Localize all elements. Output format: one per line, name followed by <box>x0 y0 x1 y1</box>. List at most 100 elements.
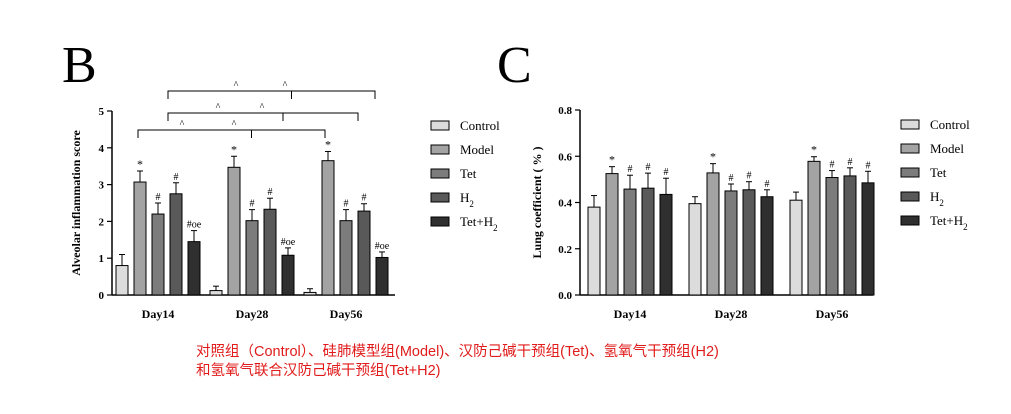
bar-model-day28 <box>706 172 720 296</box>
bar-tet-h2-day56 <box>861 182 875 296</box>
y-tick-label: 1 <box>99 253 105 265</box>
legend-swatch-model <box>900 143 920 154</box>
legend-swatch-model <box>430 144 450 155</box>
significance-mark: # <box>747 171 752 182</box>
legend-label-control: Control <box>460 118 500 133</box>
comparison-bracket <box>167 90 376 99</box>
comparison-bracket <box>137 129 326 138</box>
y-tick-label: 0.6 <box>558 151 572 163</box>
bracket-mark: ^ <box>283 80 288 91</box>
bar-tet-day28 <box>724 190 738 296</box>
legend-label-h2: H2 <box>460 190 474 209</box>
y-tick-label: 0.0 <box>558 290 572 302</box>
legend-swatch-h2 <box>430 192 450 203</box>
significance-mark: # <box>646 162 651 173</box>
bar-model-day56 <box>321 160 335 296</box>
legend-label-tet-h2: Tet+H2 <box>460 214 498 233</box>
significance-mark: * <box>231 142 237 156</box>
significance-mark: # <box>848 157 853 168</box>
bar-h2-day14 <box>641 187 655 296</box>
legend-swatch-tet-h2 <box>900 215 920 226</box>
bar-control-day14 <box>587 206 601 296</box>
significance-mark: # <box>866 160 871 171</box>
significance-mark: # <box>830 160 835 171</box>
bracket-mark: ^ <box>216 102 221 113</box>
legend-swatch-h2 <box>900 191 920 202</box>
bar-model-day56 <box>807 160 821 296</box>
bar-tet-h2-day14 <box>659 193 673 296</box>
y-axis-title: Alveolar inflammation score <box>69 130 83 276</box>
significance-mark: #oe <box>187 220 202 231</box>
x-category-label: Day14 <box>142 307 175 321</box>
significance-mark: * <box>325 137 331 151</box>
x-category-label: Day56 <box>816 307 849 321</box>
bracket-mark: ^ <box>234 80 239 91</box>
panel-b-letter: B <box>62 37 97 94</box>
bar-tet-day14 <box>151 213 165 296</box>
bar-tet-h2-day56 <box>375 256 389 296</box>
y-tick-label: 0.4 <box>558 198 572 210</box>
bar-control-day28 <box>688 203 702 296</box>
y-tick-label: 4 <box>99 143 105 155</box>
bar-tet-day56 <box>339 220 353 296</box>
significance-mark: # <box>664 167 669 178</box>
significance-mark: #oe <box>375 241 390 252</box>
legend-swatch-tet <box>900 167 920 178</box>
caption-line-1: 对照组（Control）、硅肺模型组(Model)、汉防己碱干预组(Tet)、氢… <box>196 344 719 360</box>
bar-control-day56 <box>789 199 803 296</box>
x-category-label: Day28 <box>715 307 748 321</box>
y-tick-label: 0 <box>99 290 105 302</box>
y-tick-label: 5 <box>99 106 105 118</box>
legend-b: Control Model Tet H2 Tet+H2 <box>430 118 500 233</box>
bar-control-day14 <box>115 265 129 296</box>
figure-caption: 对照组（Control）、硅肺模型组(Model)、汉防己碱干预组(Tet)、氢… <box>196 343 896 381</box>
bracket-mark: ^ <box>232 119 237 130</box>
significance-mark: # <box>156 192 161 203</box>
bracket-mark: ^ <box>180 119 185 130</box>
significance-mark: # <box>729 173 734 184</box>
bar-model-day28 <box>227 166 241 296</box>
significance-mark: * <box>609 153 615 167</box>
legend-label-control: Control <box>930 117 970 132</box>
bar-model-day14 <box>605 173 619 296</box>
bar-tet-day28 <box>245 220 259 296</box>
x-category-label: Day28 <box>236 307 269 321</box>
bar-tet-h2-day28 <box>760 196 774 296</box>
legend-label-tet: Tet <box>930 165 947 180</box>
chart-alveolar-inflammation: 0 1 2 3 4 5 Alveolar inflammation score * # # #oe D… <box>69 80 395 321</box>
legend-label-model: Model <box>460 142 494 157</box>
significance-mark: #oe <box>281 237 296 248</box>
x-category-label: Day14 <box>614 307 647 321</box>
significance-mark: * <box>137 157 143 171</box>
y-tick-label: 0.8 <box>558 105 572 117</box>
bar-tet-day14 <box>623 188 637 296</box>
significance-mark: # <box>362 193 367 204</box>
significance-mark: * <box>710 150 716 164</box>
bar-tet-h2-day14 <box>187 241 201 296</box>
significance-mark: # <box>344 199 349 210</box>
bar-h2-day28 <box>263 208 277 296</box>
bar-control-day28 <box>209 290 223 296</box>
legend-swatch-control <box>430 120 450 131</box>
significance-mark: # <box>628 164 633 175</box>
legend-swatch-tet <box>430 168 450 179</box>
bar-tet-day56 <box>825 177 839 296</box>
bracket-mark: ^ <box>260 102 265 113</box>
legend-label-model: Model <box>930 141 964 156</box>
legend-c: Control Model Tet H2 Tet+H2 <box>900 117 970 232</box>
legend-swatch-tet-h2 <box>430 216 450 227</box>
bar-model-day14 <box>133 181 147 296</box>
significance-mark: # <box>250 199 255 210</box>
significance-mark: # <box>268 187 273 198</box>
chart-lung-coefficient: 0.0 0.2 0.4 0.6 0.8 Lung coefficient ( % ) * # #… <box>530 105 875 321</box>
bar-h2-day28 <box>742 189 756 296</box>
y-tick-label: 0.2 <box>558 244 572 256</box>
caption-line-2: 和氢氧气联合汉防己碱干预组(Tet+H2) <box>196 363 441 379</box>
significance-mark: * <box>811 143 817 157</box>
bar-control-day56 <box>303 291 317 296</box>
y-tick-label: 3 <box>99 180 105 192</box>
bar-h2-day14 <box>169 193 183 296</box>
bar-h2-day56 <box>843 175 857 296</box>
bar-h2-day56 <box>357 210 371 296</box>
